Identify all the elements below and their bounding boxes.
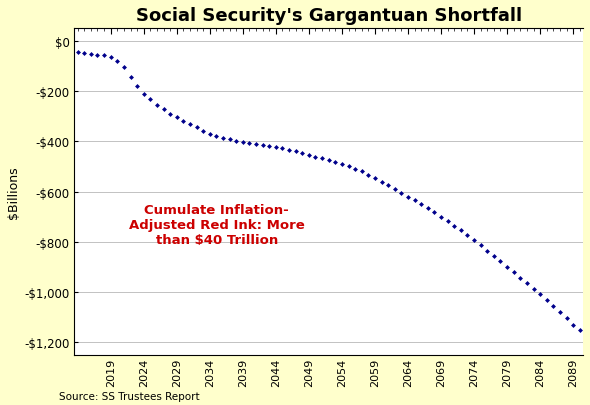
Text: Source: SS Trustees Report: Source: SS Trustees Report: [59, 391, 199, 401]
Y-axis label: $Billions: $Billions: [7, 166, 20, 218]
Text: Cumulate Inflation-
Adjusted Red Ink: More
than $40 Trillion: Cumulate Inflation- Adjusted Red Ink: Mo…: [129, 203, 304, 246]
Title: Social Security's Gargantuan Shortfall: Social Security's Gargantuan Shortfall: [136, 7, 522, 25]
